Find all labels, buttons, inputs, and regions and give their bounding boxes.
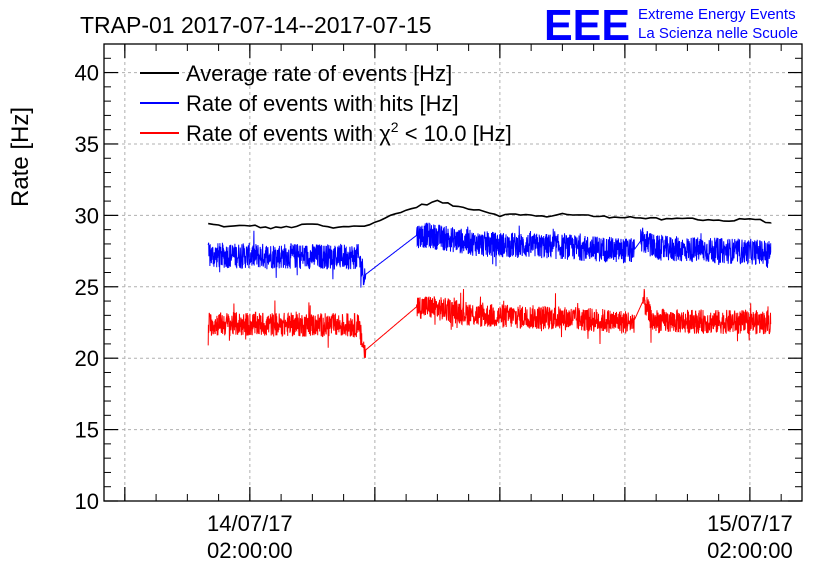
series-line: [208, 199, 772, 230]
x-tick-time: 02:00:00: [707, 538, 793, 563]
x-tick-date: 14/07/17: [207, 511, 293, 536]
y-tick-label: 25: [75, 275, 99, 300]
series-lines: [207, 199, 772, 358]
y-tick-label: 40: [75, 61, 99, 86]
axis-tick-labels: 1015202530354014/07/1702:00:0015/07/1702…: [75, 61, 793, 563]
legend-entry: Average rate of events [Hz]: [186, 61, 452, 86]
eee-logo-mark: EEE: [544, 1, 630, 50]
eee-logo-line2: La Scienza nelle Scuole: [638, 25, 798, 42]
y-tick-label: 15: [75, 418, 99, 443]
eee-logo-line1: Extreme Energy Events: [638, 6, 796, 23]
y-tick-label: 35: [75, 132, 99, 157]
legend: Average rate of events [Hz] Rate of event…: [140, 61, 512, 146]
legend-entry: Rate of events with hits [Hz]: [186, 91, 459, 116]
legend-entry: Rate of events with χ2 < 10.0 [Hz]: [186, 119, 512, 146]
series-line: [207, 288, 772, 358]
x-tick-date: 15/07/17: [707, 511, 793, 536]
y-tick-label: 20: [75, 346, 99, 371]
y-tick-label: 10: [75, 489, 99, 514]
grid-lines: [104, 44, 802, 501]
axis-ticks: [104, 43, 802, 502]
eee-logo: EEE Extreme Energy Events La Scienza nel…: [544, 1, 798, 50]
chart-title: TRAP-01 2017-07-14--2017-07-15: [80, 12, 432, 38]
y-axis-label: Rate [Hz]: [7, 107, 34, 207]
series-line: [207, 222, 772, 288]
y-tick-label: 30: [75, 203, 99, 228]
x-tick-time: 02:00:00: [207, 538, 293, 563]
